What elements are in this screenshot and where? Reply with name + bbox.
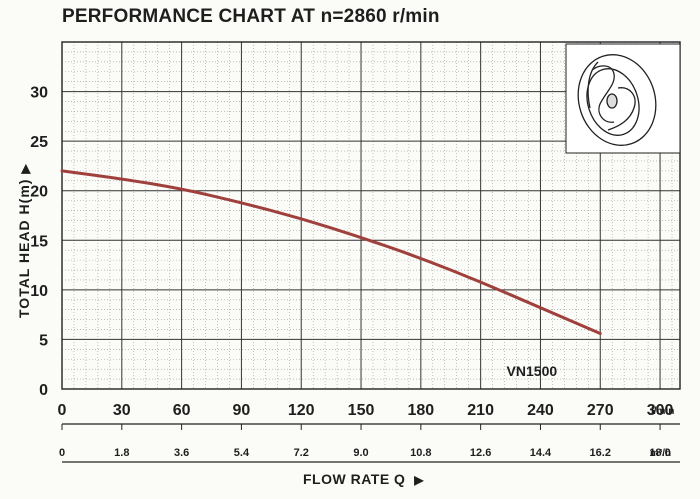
x-unit-label: l/min: [651, 406, 674, 417]
x-tick-label: 150: [348, 402, 375, 419]
chart-title: PERFORMANCE CHART AT n=2860 r/min: [62, 6, 440, 27]
x-tick-label: 0: [58, 402, 67, 419]
x-tick-label: 180: [407, 402, 434, 419]
x-tick-label: 60: [173, 402, 191, 419]
y-axis-label: TOTAL HEAD H(m) ▶: [16, 163, 32, 318]
x2-tick-label: 7.2: [294, 447, 309, 459]
x2-tick-label: 0: [59, 447, 65, 459]
series-label: VN1500: [507, 363, 558, 379]
y-tick-label: 25: [30, 134, 48, 151]
y-tick-label: 0: [39, 382, 48, 399]
x2-tick-label: 16.2: [590, 447, 611, 459]
y-tick-label: 20: [30, 184, 48, 201]
x-tick-label: 270: [587, 402, 614, 419]
x-tick-label: 300: [647, 402, 674, 419]
y-tick-label: 30: [30, 85, 48, 102]
x2-tick-label: 5.4: [234, 447, 250, 459]
impeller-box: [565, 43, 681, 154]
x2-tick-label: 12.6: [470, 447, 491, 459]
x2-tick-label: 10.8: [410, 447, 431, 459]
x2-tick-label: 14.4: [530, 447, 552, 459]
x-tick-label: 240: [527, 402, 554, 419]
impeller-icon: [577, 54, 657, 146]
x-tick-label: 210: [467, 402, 494, 419]
curve-layer: [60, 169, 602, 335]
x2-tick-label: 9.0: [353, 447, 368, 459]
plot-frame: [61, 41, 681, 390]
y-tick-label: 10: [30, 283, 48, 300]
x-tick-label: 30: [113, 402, 131, 419]
y-tick-label: 5: [39, 332, 48, 349]
major-grid: [61, 41, 681, 463]
x2-tick-label: 18.0: [649, 447, 670, 459]
x-tick-label: 90: [233, 402, 251, 419]
y-tick-label: 15: [30, 233, 48, 250]
x2-tick-label: 1.8: [114, 447, 129, 459]
x2-tick-label: 3.6: [174, 447, 189, 459]
x2-unit-label: m³/h: [650, 448, 671, 459]
x-axis-label: FLOW RATE Q ▶: [303, 471, 424, 487]
x-tick-label: 120: [288, 402, 315, 419]
series-line-vn1500: [60, 169, 602, 335]
